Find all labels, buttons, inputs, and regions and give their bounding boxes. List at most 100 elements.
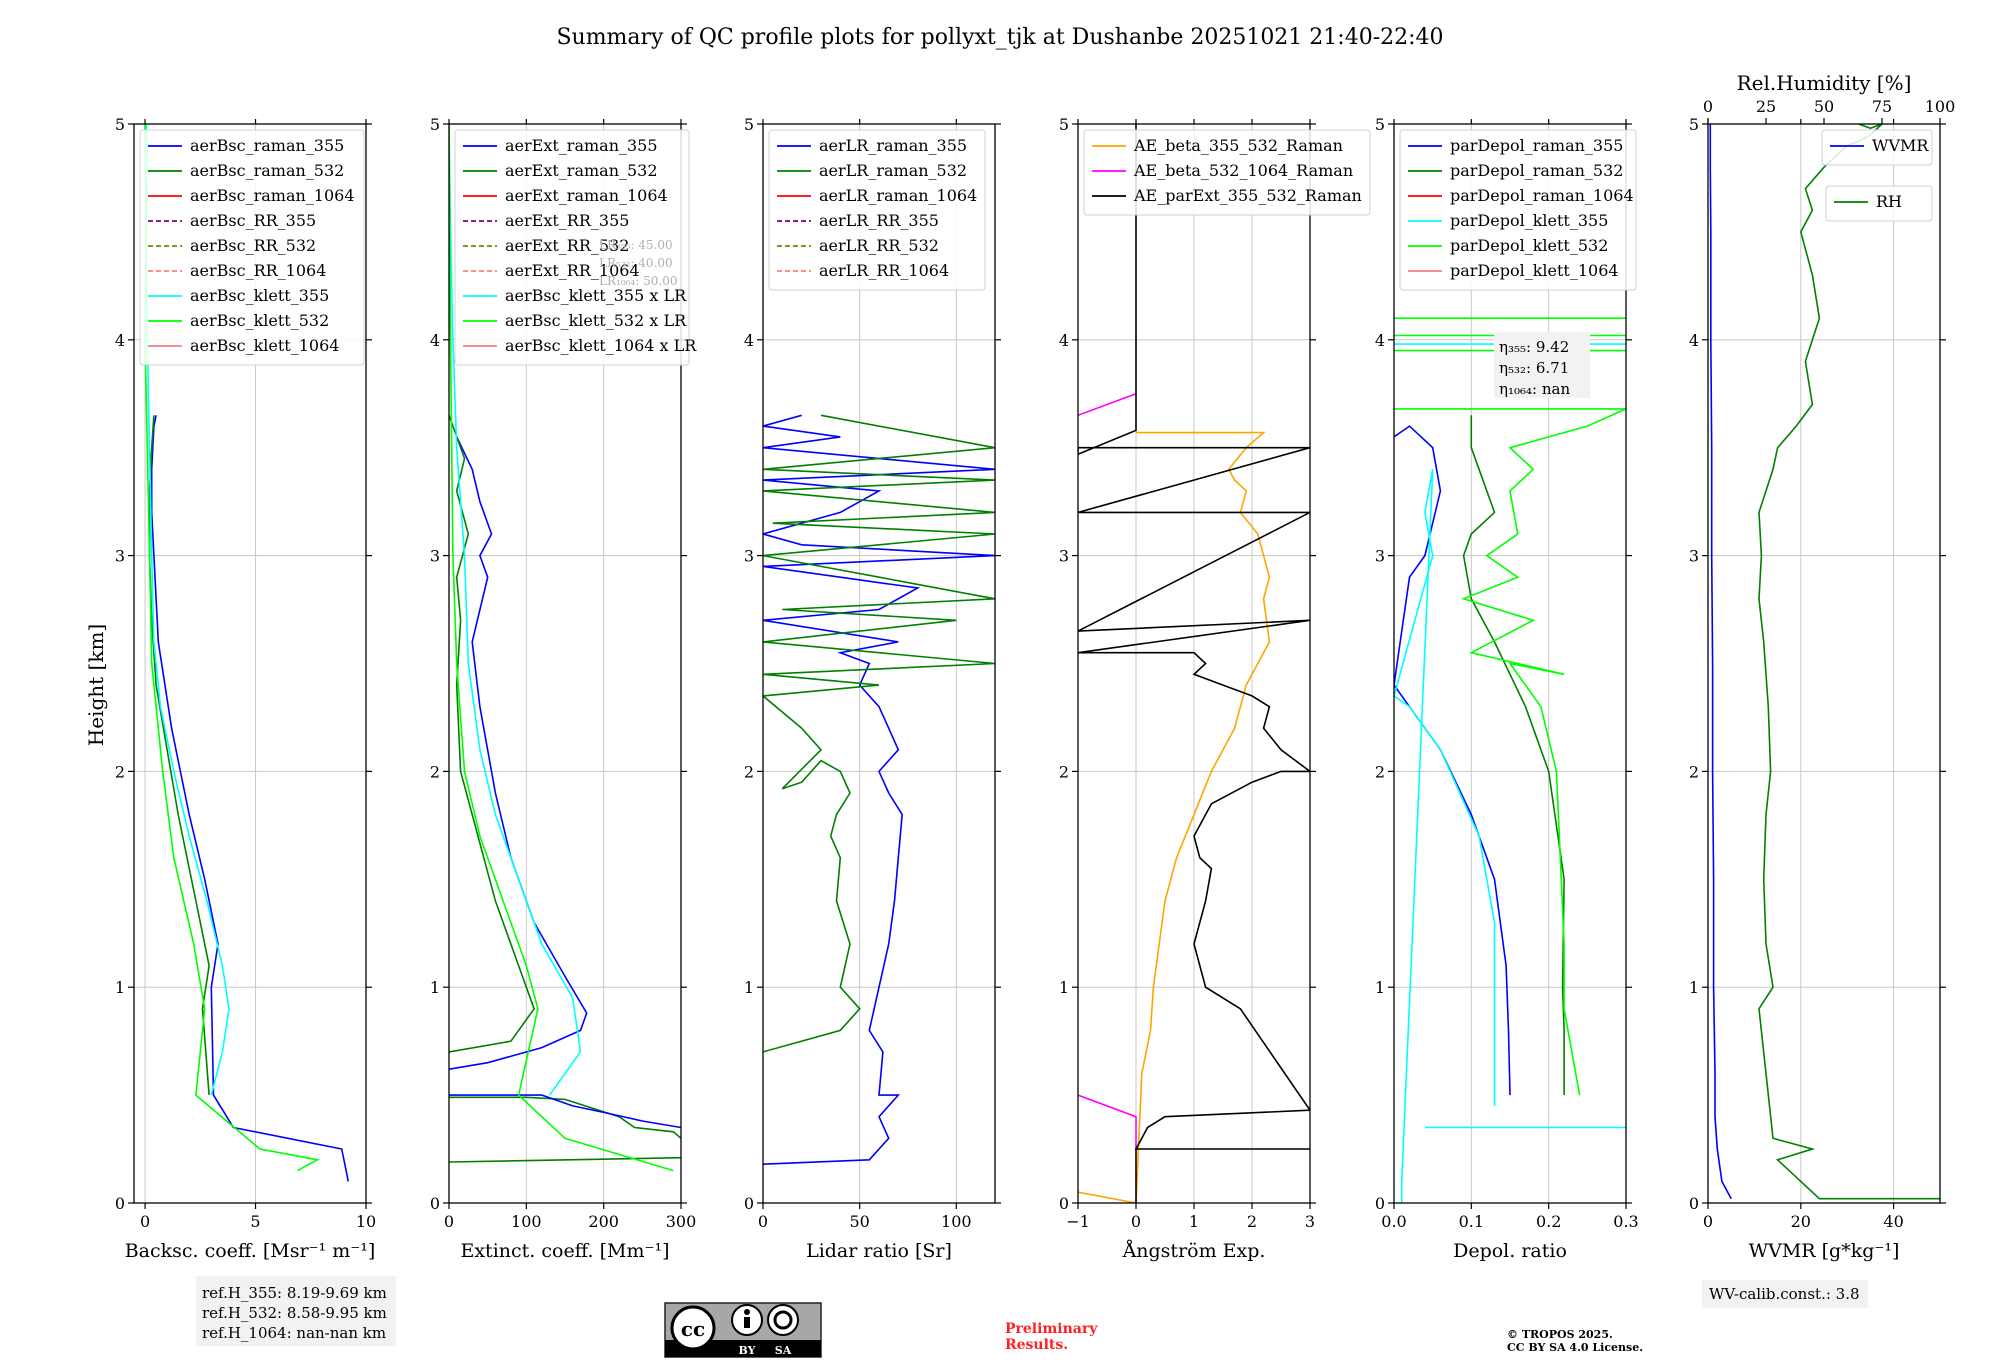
series-RH: [1758, 124, 1940, 1200]
y-tick-label: 2: [430, 762, 440, 781]
wv-calib-box: WV-calib.const.: 3.8: [1702, 1280, 1868, 1308]
panel-bsc: 0 5 10 0 1 2 3 4 5 Backsc. coeff. [Msr⁻¹ m⁻¹] aerB…: [115, 115, 376, 1262]
ref-height-532: ref.H_532: 8.58-9.95 km: [202, 1304, 387, 1322]
x-axis-label: Ångström Exp.: [1122, 1240, 1266, 1262]
top-tick-label: 100: [1925, 97, 1956, 116]
legend-label: AE_beta_532_1064_Raman: [1133, 161, 1353, 180]
legend-label: AE_beta_355_532_Raman: [1133, 136, 1343, 155]
series-aerExt_raman_532: [449, 415, 535, 1053]
x-axis-label: WVMR [g*kg⁻¹]: [1749, 1240, 1900, 1262]
y-tick-label: 2: [1059, 762, 1069, 781]
series-parDepol_klett_532: [1461, 408, 1626, 1096]
legend-label: aerBsc_klett_1064: [190, 336, 339, 355]
y-tick-label: 1: [1689, 978, 1699, 997]
series-aerBsc_klett_355 x LR: [449, 124, 582, 1096]
y-tick-label: 3: [1375, 547, 1385, 566]
x-tick-label: 200: [588, 1212, 619, 1231]
x-tick-label: 20: [1791, 1212, 1811, 1231]
y-tick-label: 5: [115, 115, 125, 134]
axes-frame: [448, 123, 682, 1204]
legend-label: aerBsc_RR_355: [190, 211, 316, 230]
legend-label: parDepol_klett_355: [1450, 211, 1608, 230]
y-tick-label: 4: [1059, 331, 1069, 350]
series-parDepol_raman_355: [1394, 425, 1511, 1096]
legend: AE_beta_355_532_Raman AE_beta_532_1064_Ra…: [1083, 129, 1371, 216]
y-tick-label: 3: [1689, 547, 1699, 566]
legend-label: aerBsc_RR_1064: [190, 261, 326, 280]
legend-label: aerExt_raman_532: [505, 161, 658, 180]
x-tick-label: 0.1: [1459, 1212, 1484, 1231]
legend-label: RH: [1876, 192, 1902, 211]
panel-lr: 0 50 100 0 1 2 3 4 5 Lidar ratio [Sr] aerLR_raman_…: [744, 115, 1001, 1262]
cc-license-badge: cc BY SA: [664, 1302, 822, 1358]
legend-label: aerLR_RR_1064: [819, 261, 949, 280]
y-tick-label: 1: [1059, 978, 1069, 997]
y-tick-label: 2: [115, 762, 125, 781]
y-tick-label: 5: [430, 115, 440, 134]
x-tick-label: 3: [1305, 1212, 1315, 1231]
y-tick-label: 3: [115, 547, 125, 566]
legend-label: aerLR_raman_532: [819, 161, 967, 180]
y-tick-label: 2: [1689, 762, 1699, 781]
y-tick-label: 2: [1375, 762, 1385, 781]
x-tick-label: 0.0: [1381, 1212, 1406, 1231]
y-tick-label: 5: [1375, 115, 1385, 134]
legend-label: aerLR_RR_532: [819, 236, 939, 255]
legend-label: aerBsc_klett_355: [190, 286, 329, 305]
legend-label: parDepol_klett_1064: [1450, 261, 1619, 280]
y-tick-label: 1: [115, 978, 125, 997]
legend-label: parDepol_raman_532: [1450, 161, 1623, 180]
series-parDepol_raman_532: [1462, 415, 1565, 1096]
x-tick-label: 10: [356, 1212, 376, 1231]
copyright-line-1: © TROPOS 2025.: [1507, 1328, 1613, 1341]
legend-label: aerBsc_RR_532: [190, 236, 316, 255]
legend: aerLR_raman_355 aerLR_raman_532 aerLR_rama…: [768, 129, 986, 291]
series-aerBsc_raman_532: [148, 415, 210, 1096]
eta-annotation: η₃₅₅: 9.42 η₅₃₂: 6.71 η₁₀₆₄: nan: [1494, 332, 1590, 398]
legend-label: parDepol_klett_532: [1450, 236, 1608, 255]
legend-label: aerExt_RR_1064: [505, 261, 640, 280]
legend-label: aerExt_raman_1064: [505, 186, 668, 205]
legend-label: aerBsc_klett_532: [190, 311, 329, 330]
y-tick-label: 5: [1059, 115, 1069, 134]
series-aerLR_raman_355: [763, 414, 995, 1165]
legend-label: aerBsc_raman_1064: [190, 186, 355, 205]
top-axis-label: Rel.Humidity [%]: [1737, 71, 1912, 95]
x-tick-label: 0: [444, 1212, 454, 1231]
y-tick-label: 4: [115, 331, 125, 350]
preliminary-line-2: Results.: [1005, 1337, 1068, 1353]
top-tick-label: 25: [1756, 97, 1776, 116]
y-tick-label: 0: [1689, 1194, 1699, 1213]
top-tick-label: 0: [1703, 97, 1713, 116]
panel-depol: 0.0 0.1 0.2 0.3 0 1 2 3 4 5 Depol. ratio parDepol_r…: [1375, 115, 1639, 1262]
y-tick-label: 3: [1059, 547, 1069, 566]
legend-label: aerLR_raman_1064: [819, 186, 977, 205]
y-tick-label: 5: [744, 115, 754, 134]
x-axis-label: Depol. ratio: [1453, 1240, 1567, 1262]
legend: aerExt_raman_355 aerExt_raman_532 aerExt_r…: [454, 129, 697, 366]
legend-label: aerBsc_klett_355 x LR: [505, 286, 687, 305]
series-aerBsc_raman_355: [150, 415, 350, 1182]
x-tick-label: −1: [1066, 1212, 1090, 1231]
x-tick-label: 100: [941, 1212, 972, 1231]
series-parDepol_klett_355: [1394, 469, 1496, 1203]
legend-label: aerLR_raman_355: [819, 136, 967, 155]
copyright-line-2: CC BY SA 4.0 License.: [1507, 1341, 1643, 1354]
series-WVMR: [1709, 124, 1732, 1200]
axes-frame: [1707, 123, 1941, 1204]
x-tick-label: 1: [1189, 1212, 1199, 1231]
y-tick-label: 0: [744, 1194, 754, 1213]
y-tick-label: 1: [744, 978, 754, 997]
legend-label: parDepol_raman_355: [1450, 136, 1623, 155]
preliminary-line-1: Preliminary: [1005, 1321, 1098, 1337]
x-tick-label: 0: [1703, 1212, 1713, 1231]
axes-frame: [762, 123, 996, 1204]
series-aerExt_raman_532_low: [449, 1096, 681, 1139]
series-aerExt_raman_532_sfc: [449, 1156, 681, 1163]
y-tick-label: 0: [1059, 1194, 1069, 1213]
y-tick-label: 3: [744, 547, 754, 566]
eta-line: η₅₃₂: 6.71: [1499, 359, 1569, 377]
y-tick-label: 0: [115, 1194, 125, 1213]
